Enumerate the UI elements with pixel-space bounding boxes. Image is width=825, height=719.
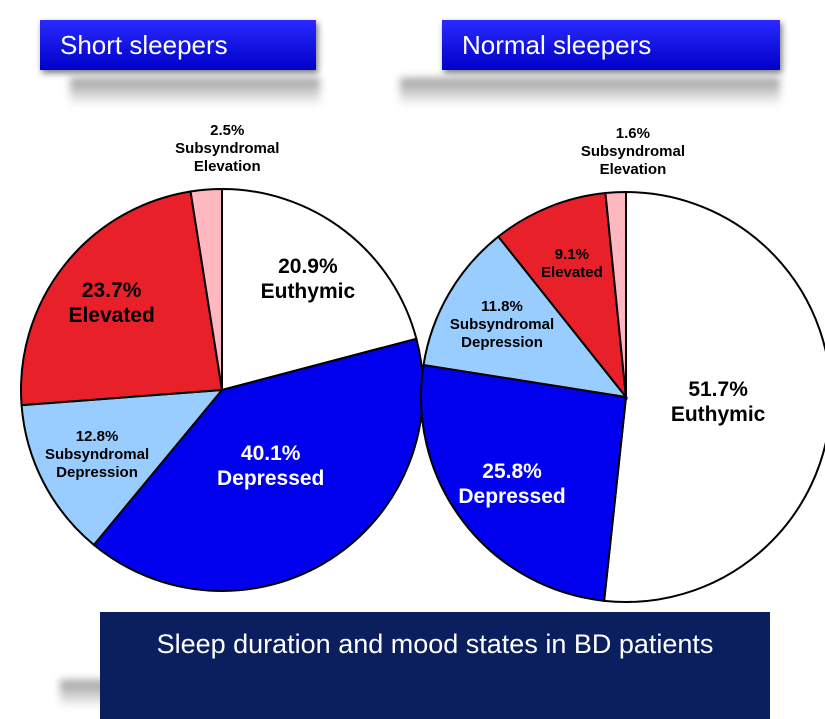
caption: Sleep duration and mood states in BD pat… — [100, 612, 770, 719]
slice-label: 9.1% Elevated — [512, 246, 632, 282]
pie-slice — [420, 363, 628, 602]
category-label: Euthymic — [260, 279, 356, 303]
category-label: Subsyndromal Depression — [44, 445, 150, 481]
value-label: 40.1% — [240, 442, 301, 466]
slice-label: 1.6% Subsyndromal Elevation — [573, 125, 693, 179]
slice-label: 25.8% Depressed — [452, 459, 572, 509]
category-label: Euthymic — [670, 402, 766, 426]
shadow — [70, 78, 320, 106]
value-label: 1.6% — [615, 125, 650, 142]
category-label: Elevated — [541, 264, 603, 282]
value-label: 2.5% — [210, 122, 245, 139]
value-label: 20.9% — [278, 254, 338, 278]
slice-label: 51.7% Euthymic — [658, 377, 778, 427]
pie-slice — [422, 235, 629, 399]
pie-slice — [189, 187, 223, 391]
value-label: 25.8% — [482, 460, 542, 484]
value-label: 51.7% — [688, 377, 748, 401]
value-label: 23.7% — [81, 278, 142, 302]
category-label: Depressed — [458, 485, 566, 509]
category-label: Subsyndromal Elevation — [175, 140, 280, 175]
slice-label: 20.9% Euthymic — [248, 253, 368, 303]
value-label: 11.8% — [481, 297, 523, 315]
pie-slice — [20, 190, 224, 407]
value-label: 12.8% — [75, 427, 119, 445]
pie-slice — [221, 187, 418, 392]
slice-label: 12.8% Subsyndromal Depression — [37, 428, 157, 482]
pie-slice — [20, 388, 225, 547]
pie-slice — [496, 191, 628, 401]
value-label: 9.1% — [554, 246, 589, 264]
chart-title: Normal sleepers — [442, 20, 780, 70]
slice-label: 2.5% Subsyndromal Elevation — [167, 122, 287, 176]
slice-label: 40.1% Depressed — [211, 441, 331, 491]
pie-slice — [603, 190, 825, 603]
category-label: Depressed — [217, 467, 325, 491]
category-label: Subsyndromal Elevation — [580, 143, 685, 178]
slice-label: 23.7% Elevated — [52, 278, 172, 328]
category-label: Elevated — [68, 303, 155, 327]
category-label: Subsyndromal Depression — [449, 315, 555, 351]
pie-slice — [604, 190, 627, 398]
chart-title: Short sleepers — [40, 20, 316, 70]
shadow — [400, 78, 780, 106]
slice-label: 11.8% Subsyndromal Depression — [442, 298, 562, 352]
